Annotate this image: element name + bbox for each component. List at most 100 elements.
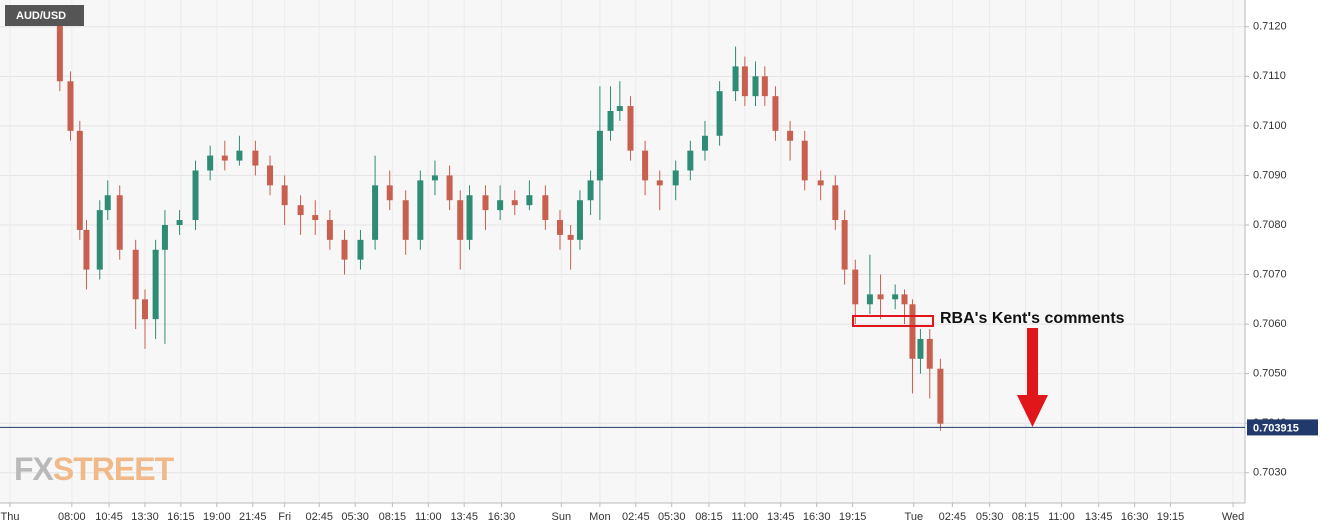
- candle-body: [281, 185, 288, 206]
- arrow-head: [1017, 395, 1048, 427]
- candle-body: [267, 165, 274, 186]
- candle-body: [341, 239, 348, 260]
- candle-body: [83, 229, 90, 270]
- x-tick-label: 08:15: [1012, 511, 1040, 523]
- candle-body: [402, 200, 409, 240]
- watermark: FXSTREET: [14, 451, 175, 487]
- y-tick-label: 0.7120: [1253, 21, 1287, 33]
- candle-body: [372, 185, 379, 240]
- candle-body: [687, 150, 694, 171]
- candle-body: [852, 269, 859, 305]
- x-tick-label: 10:45: [95, 511, 123, 523]
- y-tick-label: 0.7100: [1253, 120, 1287, 132]
- title-box: [5, 5, 84, 26]
- x-tick-label: Sun: [552, 511, 572, 523]
- x-tick-label: 02:45: [939, 511, 967, 523]
- candle-body: [616, 106, 623, 112]
- x-tick-label: Wed: [1222, 511, 1244, 523]
- arrow-shaft: [1027, 328, 1038, 396]
- x-tick-label: Thu: [0, 511, 19, 523]
- x-tick-label: 13:45: [450, 511, 478, 523]
- x-tick-label: 08:15: [379, 511, 407, 523]
- candle-body: [909, 304, 916, 359]
- candle-body: [252, 150, 259, 166]
- candle-body: [892, 294, 899, 300]
- candle-body: [482, 195, 489, 211]
- candle-body: [716, 91, 723, 136]
- x-tick-label: 02:45: [622, 511, 650, 523]
- candle-body: [701, 135, 708, 151]
- candle-body: [642, 150, 649, 181]
- x-tick-label: 05:30: [341, 511, 369, 523]
- x-tick-label: 13:45: [1085, 511, 1113, 523]
- y-tick-label: 0.7050: [1253, 368, 1287, 380]
- x-tick-label: 08:00: [58, 511, 86, 523]
- x-tick-label: 11:00: [415, 511, 442, 523]
- last-price-tag: [1247, 419, 1318, 436]
- candle-body: [937, 368, 944, 424]
- x-tick-label: 16:30: [1121, 511, 1149, 523]
- y-tick-label: 0.7080: [1253, 219, 1287, 231]
- x-tick-label: 16:15: [167, 511, 195, 523]
- x-tick-label: 13:45: [767, 511, 795, 523]
- candle-body: [841, 220, 848, 270]
- candle-body: [76, 130, 83, 230]
- candle-body: [207, 155, 214, 171]
- x-tick-label: 13:30: [131, 511, 159, 523]
- candle-body: [221, 155, 228, 161]
- x-tick-label: 05:30: [976, 511, 1004, 523]
- watermark-fx: FX: [14, 451, 55, 487]
- x-tick-label: 16:30: [803, 511, 831, 523]
- highlight-box: [852, 315, 934, 327]
- annotation: RBA's Kent's comments: [940, 310, 1125, 327]
- candle-body: [511, 200, 518, 206]
- candle-body: [386, 185, 393, 201]
- candle-body: [627, 106, 634, 151]
- plot-background: [0, 0, 1245, 503]
- chart-title: AUD/USD: [16, 10, 66, 22]
- candle-body: [132, 249, 139, 300]
- x-tick-label: Mon: [589, 511, 610, 523]
- candle-body: [556, 220, 563, 235]
- candle-body: [497, 200, 504, 211]
- x-tick-label: 21:45: [239, 511, 267, 523]
- candle-body: [431, 175, 438, 181]
- last-price-label: 0.703915: [1253, 422, 1299, 434]
- candle-body: [672, 170, 679, 186]
- candle-body: [466, 195, 473, 240]
- candle-body: [152, 249, 159, 320]
- candle-body: [917, 338, 924, 359]
- candle-body: [326, 220, 333, 240]
- x-tick-label: Fri: [278, 511, 291, 523]
- candle-body: [772, 96, 779, 131]
- candle-body: [116, 195, 123, 250]
- candle-body: [567, 234, 574, 240]
- candle-body: [417, 180, 424, 240]
- y-tick-label: 0.7060: [1253, 318, 1287, 330]
- candle-body: [752, 76, 759, 97]
- candle-body: [446, 175, 453, 201]
- candle-body: [732, 66, 739, 92]
- candle-body: [176, 220, 183, 225]
- candle-body: [741, 66, 748, 97]
- candle-body: [926, 338, 933, 369]
- x-tick-label: 19:15: [1157, 511, 1185, 523]
- candle-body: [104, 195, 111, 211]
- x-tick-label: 16:30: [488, 511, 516, 523]
- candle-body: [56, 21, 63, 82]
- x-tick-label: 19:15: [839, 511, 867, 523]
- candle-body: [161, 224, 168, 250]
- y-tick-label: 0.7090: [1253, 169, 1287, 181]
- candle-body: [576, 200, 583, 240]
- candle-body: [236, 150, 243, 161]
- x-tick-label: 05:30: [658, 511, 686, 523]
- candle-body: [801, 140, 808, 181]
- y-tick-label: 0.7110: [1253, 70, 1286, 82]
- candle-body: [526, 195, 533, 206]
- candle-body: [817, 180, 824, 186]
- candle-body: [596, 130, 603, 181]
- candle-body: [192, 170, 199, 221]
- candle-body: [607, 111, 614, 131]
- candle-body: [866, 294, 873, 305]
- candle-body: [96, 210, 103, 270]
